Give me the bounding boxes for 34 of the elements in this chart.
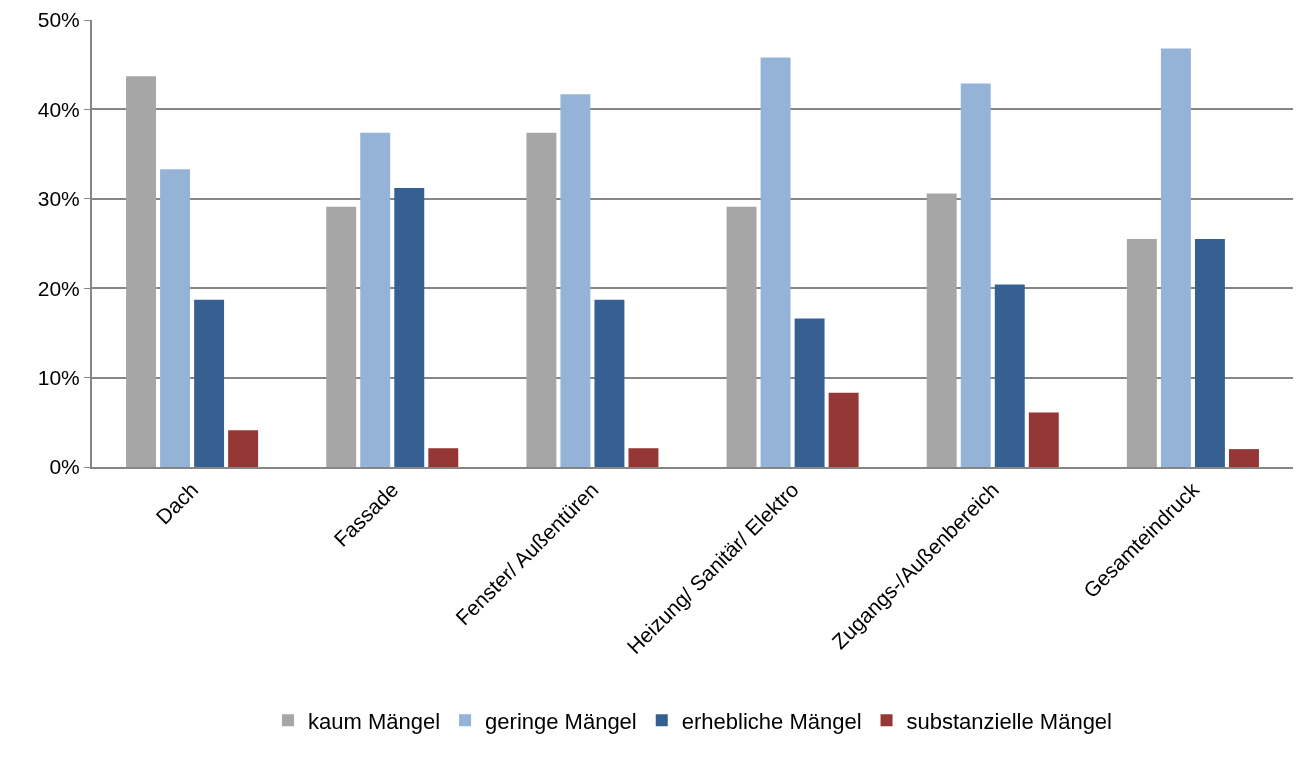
bar xyxy=(160,169,191,467)
bar xyxy=(1194,239,1225,467)
bar xyxy=(1160,48,1191,467)
bar xyxy=(194,299,225,467)
bar xyxy=(526,132,557,467)
bar xyxy=(726,206,757,467)
bar xyxy=(428,448,459,467)
bar xyxy=(360,132,391,467)
bar xyxy=(926,193,957,467)
y-tick-label: 20% xyxy=(37,276,80,300)
y-tick-label: 40% xyxy=(37,97,80,121)
bar xyxy=(560,94,591,467)
y-tick-label: 0% xyxy=(49,455,80,479)
y-tick-label: 30% xyxy=(37,187,80,211)
bar xyxy=(760,57,791,467)
bar xyxy=(794,318,825,467)
bar xyxy=(828,392,859,467)
bar xyxy=(394,188,425,467)
bar xyxy=(594,299,625,467)
bar xyxy=(326,206,357,467)
bar xyxy=(1126,239,1157,467)
legend-label: erhebliche Mängel xyxy=(681,708,862,734)
bar xyxy=(960,83,991,467)
legend-label: kaum Mängel xyxy=(308,708,441,734)
bar xyxy=(1028,412,1059,467)
bar xyxy=(126,76,157,467)
bar xyxy=(628,448,659,467)
legend-label: geringe Mängel xyxy=(485,708,637,734)
y-tick-label: 50% xyxy=(37,8,80,32)
bar xyxy=(1228,449,1259,467)
bar xyxy=(228,430,259,467)
legend-label: substanzielle Mängel xyxy=(906,708,1112,734)
y-tick-label: 10% xyxy=(37,365,80,389)
bar xyxy=(994,284,1025,467)
